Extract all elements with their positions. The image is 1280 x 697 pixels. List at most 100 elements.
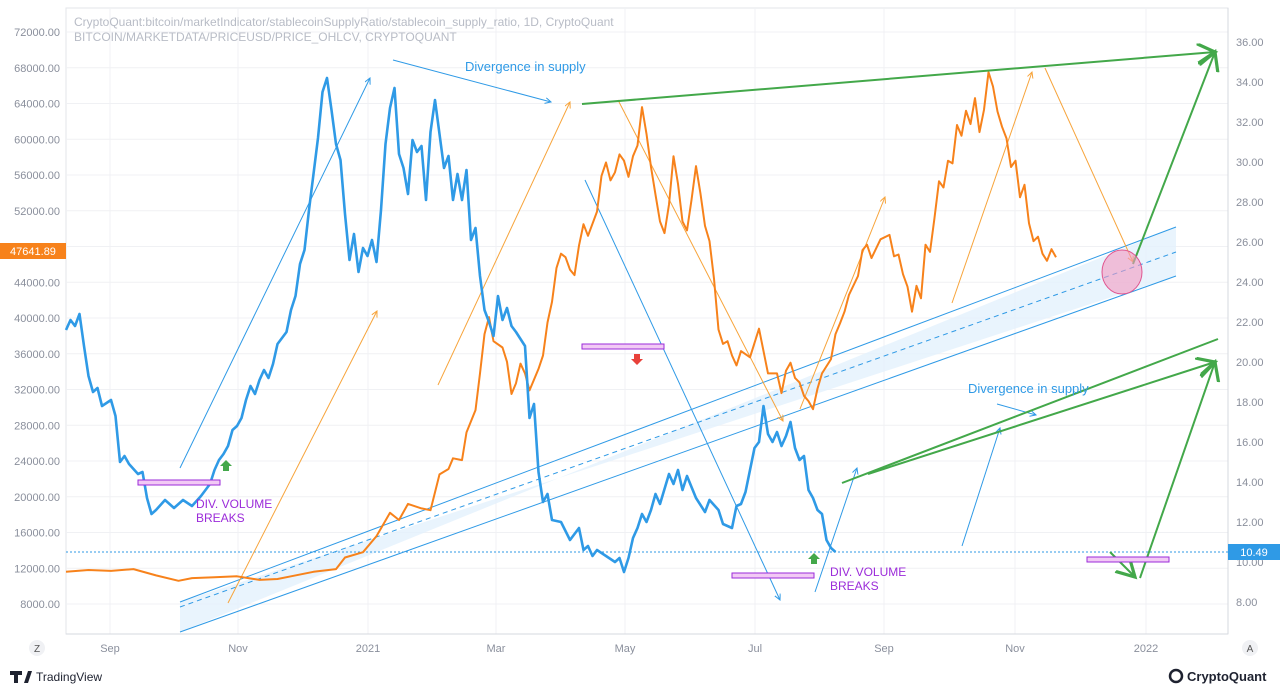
left-tick-label: 56000.00: [14, 170, 60, 182]
ssr-last-value-badge: 10.49: [1228, 544, 1280, 560]
tradingview-brand-text: TradingView: [36, 670, 102, 684]
blue-arrow-4: [814, 468, 857, 593]
blue-arrow-6: [996, 403, 1036, 415]
left-tick-label: 52000.00: [14, 206, 60, 218]
green-support-line-1: [841, 338, 1219, 484]
volume-break-box-1: [137, 479, 221, 486]
tradingview-logo-icon: [10, 671, 32, 683]
channel-lower-line: [179, 275, 1177, 633]
left-axis-button-label: Z: [34, 644, 40, 655]
x-tick-label: 2021: [356, 643, 380, 655]
blue-arrow-5: [961, 428, 1000, 547]
left-tick-label: 32000.00: [14, 385, 60, 397]
right-tick-label: 22.00: [1236, 317, 1264, 329]
green-up-arrow-top: [1132, 52, 1215, 265]
plot-area: [65, 7, 1229, 635]
auto-scale-right-button[interactable]: A: [1242, 640, 1258, 656]
chart-header-line-2: BITCOIN/MARKETDATA/PRICEUSD/PRICE_OHLCV,…: [74, 30, 457, 44]
series-layer: [64, 71, 1057, 582]
left-tick-label: 20000.00: [14, 492, 60, 504]
green-up-arrow-bottom: [1139, 362, 1215, 579]
cryptoquant-logo[interactable]: CryptoQuant: [1168, 668, 1267, 684]
right-tick-label: 20.00: [1236, 357, 1264, 369]
price-last-value-badge: 47641.89: [0, 243, 66, 259]
orange-arrow-4: [799, 197, 885, 410]
channel-upper-line: [179, 226, 1177, 603]
x-tick-label: Sep: [874, 643, 894, 655]
left-tick-label: 24000.00: [14, 456, 60, 468]
x-tick-label: Mar: [487, 643, 506, 655]
tradingview-logo[interactable]: TradingView: [10, 670, 102, 684]
price-last-value-text: 47641.89: [10, 246, 56, 258]
highlight-circle: [1101, 249, 1143, 295]
orange-arrow-1: [227, 311, 377, 604]
right-tick-label: 26.00: [1236, 237, 1264, 249]
right-tick-label: 30.00: [1236, 157, 1264, 169]
x-tick-label: Jul: [748, 643, 762, 655]
left-tick-label: 40000.00: [14, 313, 60, 325]
divergence-label-top: Divergence in supply: [465, 59, 586, 74]
green-top-line: [581, 52, 1215, 105]
x-tick-label: Nov: [228, 643, 248, 655]
orange-trend-arrows: [227, 67, 1133, 604]
right-tick-label: 34.00: [1236, 77, 1264, 89]
right-tick-label: 28.00: [1236, 197, 1264, 209]
x-tick-label: Nov: [1005, 643, 1025, 655]
up-arrow-icon: [220, 460, 232, 471]
left-tick-label: 28000.00: [14, 420, 60, 432]
left-tick-label: 60000.00: [14, 134, 60, 146]
div-volume-label-right-1: DIV. VOLUME: [830, 565, 906, 579]
div-volume-label-right-2: BREAKS: [830, 579, 879, 593]
div-volume-label-left-2: BREAKS: [196, 511, 245, 525]
left-tick-label: 12000.00: [14, 563, 60, 575]
time-axis[interactable]: Sep Nov 2021 Mar May Jul Sep Nov 2022: [100, 643, 1158, 655]
x-tick-label: 2022: [1134, 643, 1158, 655]
bitcoin-price-series-line: [65, 71, 1057, 582]
volume-break-box-4: [1086, 556, 1170, 563]
x-tick-label: May: [615, 643, 636, 655]
orange-arrow-2: [437, 102, 570, 386]
orange-arrow-3: [617, 99, 783, 421]
right-tick-label: 32.00: [1236, 117, 1264, 129]
left-tick-label: 64000.00: [14, 99, 60, 111]
x-tick-label: Sep: [100, 643, 120, 655]
up-arrow-icon: [808, 553, 820, 564]
chart-header-line-1: CryptoQuant:bitcoin/marketIndicator/stab…: [74, 15, 614, 29]
ssr-last-value-text: 10.49: [1240, 547, 1268, 559]
auto-scale-left-button[interactable]: Z: [29, 640, 45, 656]
volume-break-box-3: [731, 572, 815, 579]
blue-trend-arrows: [179, 59, 1036, 600]
blue-arrow-3: [584, 179, 780, 600]
left-tick-label: 8000.00: [20, 599, 60, 611]
orange-arrow-6: [1044, 67, 1133, 262]
right-tick-label: 18.00: [1236, 397, 1264, 409]
right-axis[interactable]: 8.0010.0012.0014.0016.0018.0020.0022.002…: [1236, 37, 1264, 609]
down-arrow-icon: [631, 354, 643, 365]
right-tick-label: 12.00: [1236, 517, 1264, 529]
regression-channel: [180, 227, 1176, 632]
left-tick-label: 36000.00: [14, 349, 60, 361]
blue-arrow-1: [179, 78, 370, 469]
left-tick-label: 68000.00: [14, 63, 60, 75]
left-axis[interactable]: 8000.00 12000.00 16000.00 20000.00 24000.00 2…: [14, 27, 60, 611]
volume-break-box-2: [581, 343, 665, 350]
right-tick-label: 8.00: [1236, 597, 1257, 609]
green-trend-lines: [581, 52, 1219, 579]
right-tick-label: 24.00: [1236, 277, 1264, 289]
right-tick-label: 14.00: [1236, 477, 1264, 489]
left-tick-label: 44000.00: [14, 277, 60, 289]
blue-arrow-2: [392, 59, 551, 102]
right-tick-label: 16.00: [1236, 437, 1264, 449]
green-support-line-2: [867, 362, 1215, 475]
green-down-arrow: [1109, 551, 1135, 577]
cryptoquant-logo-icon: [1168, 668, 1184, 684]
orange-arrow-5: [951, 72, 1032, 304]
right-tick-label: 36.00: [1236, 37, 1264, 49]
divergence-label-bottom: Divergence in supply: [968, 381, 1089, 396]
cryptoquant-brand-text: CryptoQuant: [1187, 669, 1267, 684]
right-axis-button-label: A: [1247, 644, 1254, 655]
div-volume-label-left-1: DIV. VOLUME: [196, 497, 272, 511]
left-tick-label: 72000.00: [14, 27, 60, 39]
